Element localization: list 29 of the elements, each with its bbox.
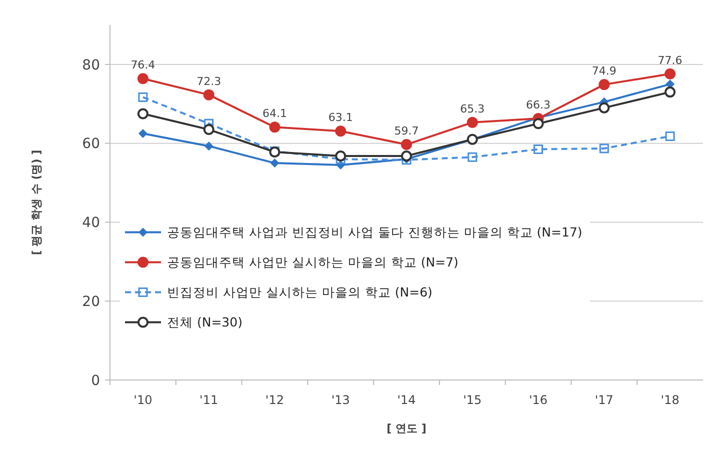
legend-label: 전체 (N=30)	[167, 314, 242, 330]
y-tick-label: 60	[82, 136, 100, 152]
legend-label: 빈집정비 사업만 실시하는 마을의 학교 (N=6)	[167, 284, 432, 300]
x-tick-label: '18	[660, 393, 680, 407]
y-tick-label: 80	[82, 57, 100, 74]
data-label: 72.3	[196, 74, 222, 88]
legend-label: 공동임대주택 사업과 빈집정비 사업 둘다 진행하는 마을의 학교 (N=17)	[167, 224, 582, 240]
data-label: 63.1	[328, 111, 353, 124]
legend-label: 공동임대주택 사업만 실시하는 마을의 학교 (N=7)	[167, 254, 458, 270]
x-tick-label: '15	[463, 393, 482, 407]
x-tick-label: '17	[594, 393, 614, 407]
x-axis-title: [ 연도 ]	[386, 422, 426, 435]
x-tick-label: '12	[265, 393, 284, 407]
x-tick-label: '11	[200, 393, 218, 407]
data-label: 64.1	[262, 107, 287, 120]
y-tick-label: 0	[91, 372, 100, 389]
x-tick-label: '10	[134, 393, 152, 407]
data-label: 66.3	[526, 98, 551, 112]
data-label: 74.9	[592, 64, 616, 78]
data-label: 65.3	[460, 102, 485, 116]
x-tick-label: '14	[397, 393, 416, 407]
y-tick-label: 40	[82, 215, 100, 232]
data-label: 77.6	[658, 54, 682, 67]
x-tick-label: '13	[331, 393, 350, 407]
data-label: 59.7	[394, 124, 419, 138]
data-label: 76.4	[130, 58, 156, 72]
y-axis-title: [ 평균 학생 수 (명) ]	[30, 150, 43, 256]
x-tick-label: '16	[528, 393, 548, 407]
y-tick-label: 20	[82, 294, 100, 310]
